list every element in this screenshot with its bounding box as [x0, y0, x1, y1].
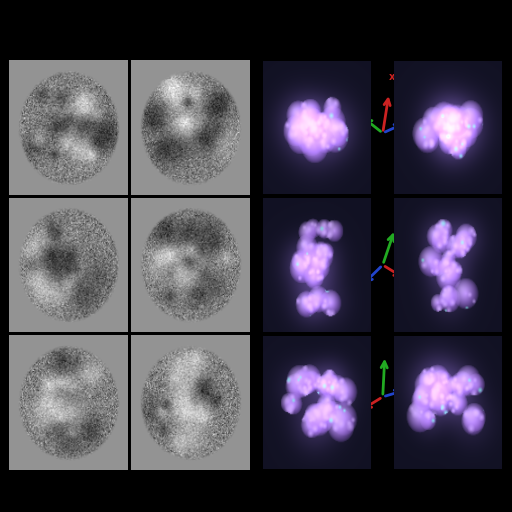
Text: z: z	[413, 113, 418, 123]
Text: x: x	[389, 72, 395, 82]
Text: C: C	[392, 69, 406, 87]
Text: B: B	[266, 69, 280, 87]
Text: y: y	[349, 104, 355, 114]
Text: A: A	[12, 69, 27, 87]
